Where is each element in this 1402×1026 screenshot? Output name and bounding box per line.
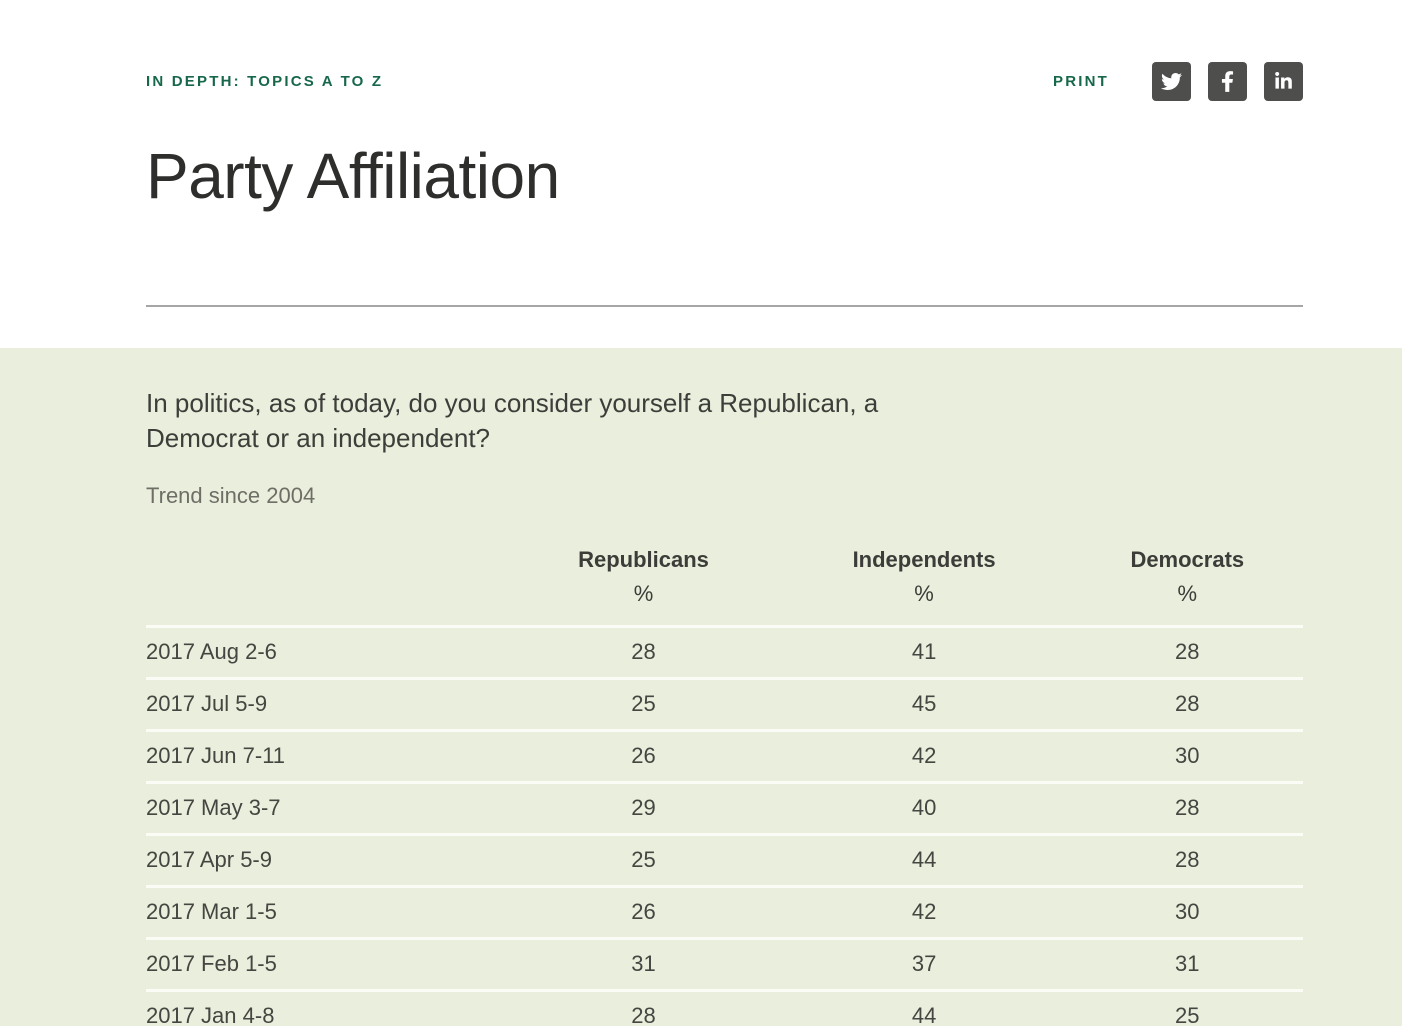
header-divider bbox=[146, 305, 1303, 308]
row-value: 31 bbox=[1071, 937, 1303, 991]
row-value: 26 bbox=[510, 885, 777, 939]
linkedin-icon bbox=[1274, 72, 1293, 91]
table-row: 2017 Jul 5-9 25 45 28 bbox=[146, 677, 1303, 731]
poll-section: In politics, as of today, do you conside… bbox=[0, 348, 1402, 1026]
row-value: 28 bbox=[1071, 833, 1303, 887]
row-value: 44 bbox=[776, 989, 1072, 1026]
share-twitter-button[interactable] bbox=[1152, 62, 1191, 101]
row-date: 2017 Mar 1-5 bbox=[146, 885, 511, 939]
unit-label-republicans: % bbox=[633, 581, 654, 607]
table-row: 2017 Feb 1-5 31 37 31 bbox=[146, 937, 1303, 991]
share-facebook-button[interactable] bbox=[1208, 62, 1247, 101]
row-date: 2017 Apr 5-9 bbox=[146, 833, 511, 887]
date-column-header bbox=[146, 539, 510, 573]
breadcrumb[interactable]: IN DEPTH: TOPICS A TO Z bbox=[146, 73, 384, 90]
row-value: 28 bbox=[510, 989, 777, 1026]
unit-empty-cell bbox=[146, 573, 510, 627]
trend-label: Trend since 2004 bbox=[146, 483, 316, 509]
table-row: 2017 Mar 1-5 26 42 30 bbox=[146, 885, 1303, 939]
unit-label-independents: % bbox=[914, 581, 934, 607]
table-row: 2017 May 3-7 29 40 28 bbox=[146, 781, 1303, 835]
row-date: 2017 Jan 4-8 bbox=[146, 989, 511, 1026]
table-row: 2017 Aug 2-6 28 41 28 bbox=[146, 625, 1303, 679]
row-value: 37 bbox=[776, 937, 1072, 991]
unit-label-democrats: % bbox=[1177, 581, 1198, 607]
row-value: 26 bbox=[510, 729, 777, 783]
social-buttons bbox=[1152, 62, 1303, 101]
row-date: 2017 Jun 7-11 bbox=[146, 729, 511, 783]
row-value: 28 bbox=[1071, 677, 1303, 731]
row-date: 2017 Jul 5-9 bbox=[146, 677, 511, 731]
column-header-independents: Independents bbox=[852, 547, 996, 573]
row-value: 28 bbox=[1071, 781, 1303, 835]
row-value: 40 bbox=[776, 781, 1072, 835]
row-value: 45 bbox=[776, 677, 1072, 731]
row-value: 42 bbox=[776, 729, 1072, 783]
column-header-democrats: Democrats bbox=[1130, 547, 1245, 573]
row-date: 2017 Feb 1-5 bbox=[146, 937, 511, 991]
page-header: IN DEPTH: TOPICS A TO Z PRINT bbox=[146, 0, 1303, 308]
page-title: Party Affiliation bbox=[146, 140, 560, 212]
poll-table: Republicans Independents Democrats % % %… bbox=[146, 539, 1303, 1026]
poll-question: In politics, as of today, do you conside… bbox=[146, 388, 879, 453]
unit-row: % % % bbox=[146, 573, 1303, 627]
row-value: 42 bbox=[776, 885, 1072, 939]
row-date: 2017 May 3-7 bbox=[146, 781, 511, 835]
print-button[interactable]: PRINT bbox=[1053, 73, 1109, 90]
row-date: 2017 Aug 2-6 bbox=[146, 625, 511, 679]
table-row: 2017 Apr 5-9 25 44 28 bbox=[146, 833, 1303, 887]
twitter-icon bbox=[1161, 71, 1182, 92]
row-value: 29 bbox=[510, 781, 777, 835]
topbar: IN DEPTH: TOPICS A TO Z PRINT bbox=[146, 0, 1303, 101]
row-value: 25 bbox=[1071, 989, 1303, 1026]
poll-table-body: 2017 Aug 2-6 28 41 28 2017 Jul 5-9 25 45 28 2017… bbox=[146, 625, 1303, 1026]
row-value: 28 bbox=[510, 625, 777, 679]
table-row: 2017 Jun 7-11 26 42 30 bbox=[146, 729, 1303, 783]
row-value: 25 bbox=[510, 833, 777, 887]
column-header-republicans: Republicans bbox=[578, 547, 709, 573]
row-value: 30 bbox=[1071, 885, 1303, 939]
table-header-row: Republicans Independents Democrats bbox=[146, 539, 1303, 573]
header-actions: PRINT bbox=[1053, 62, 1303, 101]
facebook-icon bbox=[1221, 71, 1234, 92]
table-row: 2017 Jan 4-8 28 44 25 bbox=[146, 989, 1303, 1026]
row-value: 31 bbox=[510, 937, 777, 991]
row-value: 30 bbox=[1071, 729, 1303, 783]
share-linkedin-button[interactable] bbox=[1264, 62, 1303, 101]
row-value: 44 bbox=[776, 833, 1072, 887]
row-value: 25 bbox=[510, 677, 777, 731]
row-value: 41 bbox=[776, 625, 1072, 679]
row-value: 28 bbox=[1071, 625, 1303, 679]
